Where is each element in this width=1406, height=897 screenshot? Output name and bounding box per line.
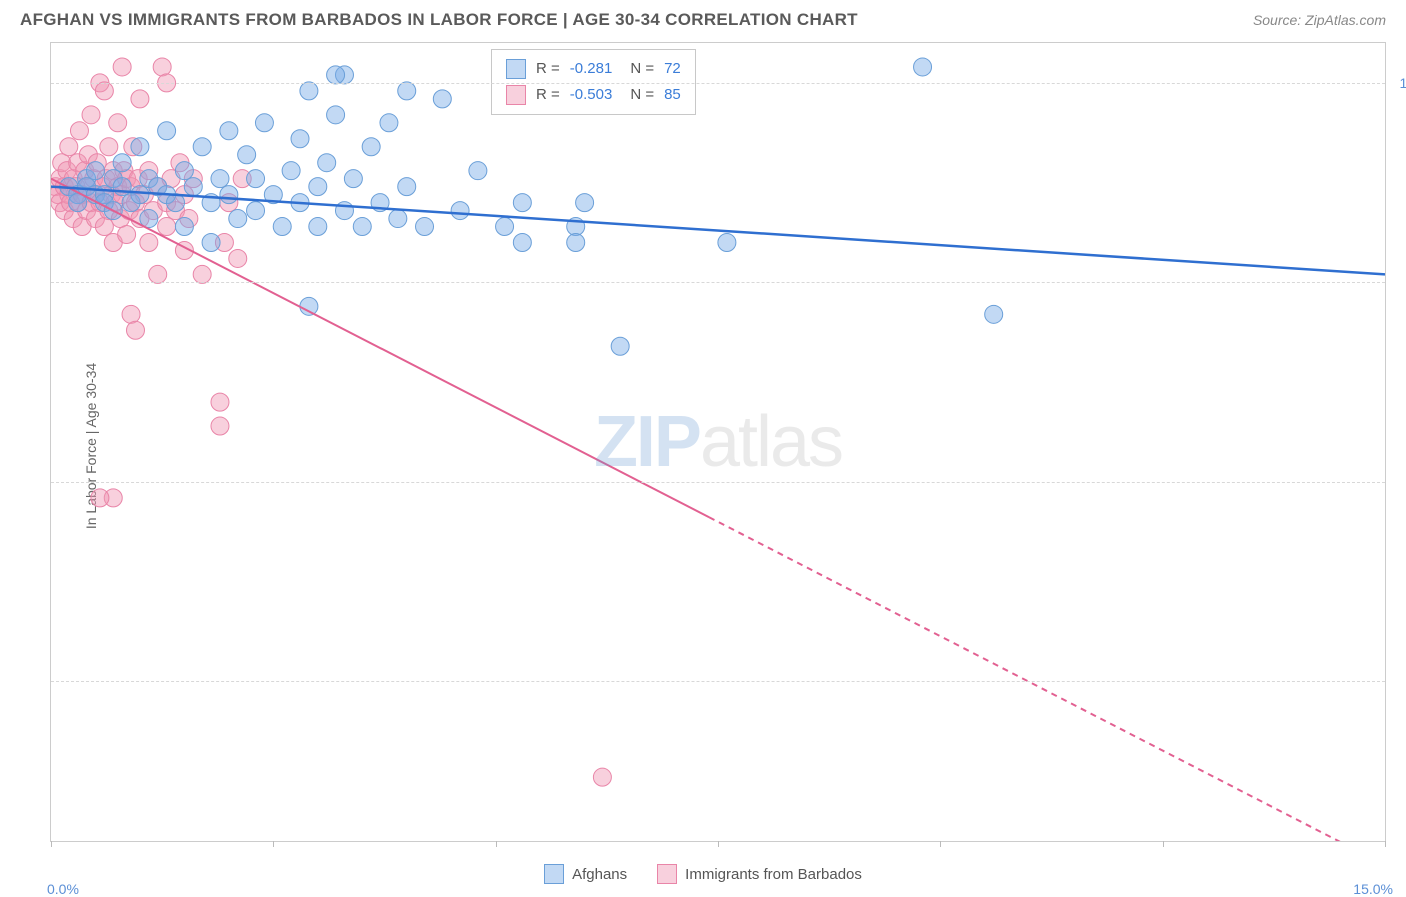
- legend-label-a: Afghans: [572, 866, 627, 883]
- series-legend: Afghans Immigrants from Barbados: [0, 864, 1406, 884]
- corr-r-value: -0.503: [570, 82, 613, 108]
- xtick: [1163, 841, 1164, 847]
- gridline: [51, 482, 1385, 483]
- legend-swatch-a: [544, 864, 564, 884]
- chart-title: AFGHAN VS IMMIGRANTS FROM BARBADOS IN LA…: [20, 10, 858, 30]
- scatter-plot: [51, 43, 1385, 841]
- corr-n-value: 85: [664, 82, 681, 108]
- xtick: [718, 841, 719, 847]
- legend-label-b: Immigrants from Barbados: [685, 866, 862, 883]
- correlation-row: R = -0.281 N = 72: [506, 56, 681, 82]
- xtick: [496, 841, 497, 847]
- chart-area: ZIPatlas R =-0.281N =72R =-0.503N =85 25…: [50, 42, 1386, 842]
- legend-item-barbados: Immigrants from Barbados: [657, 864, 862, 884]
- xtick: [51, 841, 52, 847]
- xtick: [1385, 841, 1386, 847]
- corr-swatch: [506, 85, 526, 105]
- legend-swatch-b: [657, 864, 677, 884]
- gridline: [51, 282, 1385, 283]
- source-attribution: Source: ZipAtlas.com: [1253, 12, 1386, 28]
- xtick: [940, 841, 941, 847]
- corr-n-label: N =: [630, 82, 654, 108]
- corr-n-label: N =: [630, 56, 654, 82]
- gridline: [51, 83, 1385, 84]
- legend-item-afghans: Afghans: [544, 864, 627, 884]
- xtick: [273, 841, 274, 847]
- ytick-label: 100.0%: [1400, 75, 1406, 91]
- corr-swatch: [506, 59, 526, 79]
- corr-r-value: -0.281: [570, 56, 613, 82]
- gridline: [51, 681, 1385, 682]
- corr-n-value: 72: [664, 56, 681, 82]
- correlation-row: R = -0.503 N = 85: [506, 82, 681, 108]
- corr-r-label: R =: [536, 56, 560, 82]
- corr-r-label: R =: [536, 82, 560, 108]
